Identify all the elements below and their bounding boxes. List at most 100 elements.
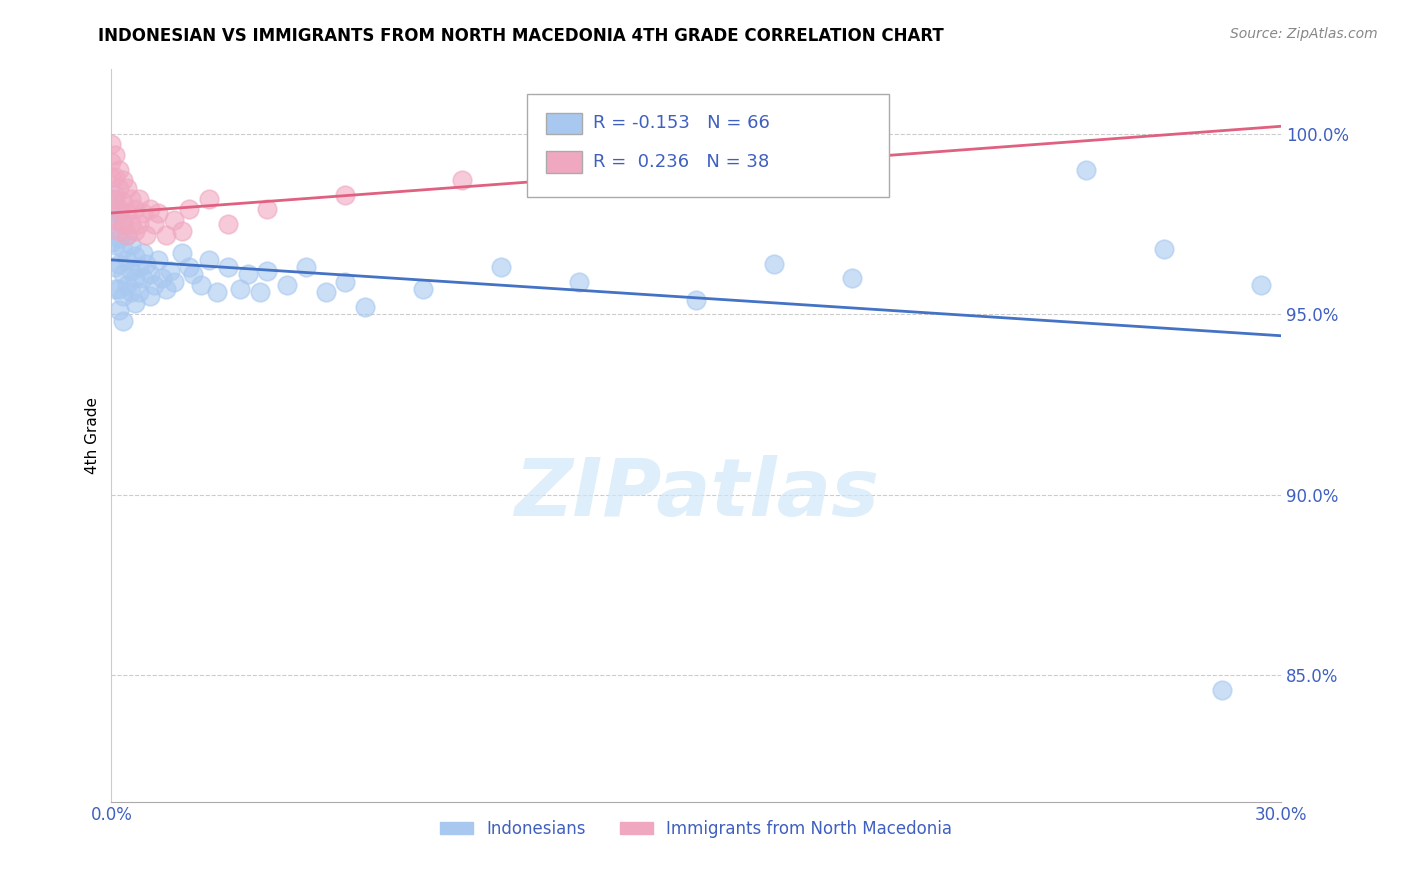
- Point: [685, 293, 707, 307]
- Point: [249, 285, 271, 300]
- Point: [131, 271, 153, 285]
- Point: [451, 173, 474, 187]
- Point: [108, 180, 131, 194]
- Point: [353, 300, 375, 314]
- Point: [115, 252, 138, 267]
- Point: [205, 285, 228, 300]
- Point: [104, 188, 127, 202]
- Text: R =  0.236   N = 38: R = 0.236 N = 38: [593, 153, 769, 171]
- Point: [128, 217, 150, 231]
- Point: [179, 260, 201, 274]
- Point: [104, 148, 127, 162]
- Point: [108, 162, 131, 177]
- Y-axis label: 4th Grade: 4th Grade: [86, 397, 100, 474]
- Point: [108, 206, 131, 220]
- Point: [1211, 682, 1233, 697]
- Point: [100, 192, 122, 206]
- Point: [217, 260, 239, 274]
- Point: [124, 296, 146, 310]
- Point: [128, 285, 150, 300]
- Point: [112, 217, 135, 231]
- Point: [115, 278, 138, 293]
- Bar: [547, 112, 582, 135]
- Point: [148, 206, 170, 220]
- Point: [112, 173, 135, 187]
- Point: [104, 192, 127, 206]
- Text: INDONESIAN VS IMMIGRANTS FROM NORTH MACEDONIA 4TH GRADE CORRELATION CHART: INDONESIAN VS IMMIGRANTS FROM NORTH MACE…: [98, 27, 945, 45]
- Point: [1250, 278, 1272, 293]
- Point: [104, 282, 127, 296]
- Point: [159, 264, 181, 278]
- FancyBboxPatch shape: [527, 95, 889, 197]
- Point: [763, 256, 786, 270]
- Point: [143, 217, 166, 231]
- Point: [120, 264, 142, 278]
- Point: [131, 245, 153, 260]
- Point: [104, 169, 127, 184]
- Point: [143, 278, 166, 293]
- Point: [112, 217, 135, 231]
- Point: [100, 137, 122, 152]
- Point: [135, 227, 157, 242]
- Point: [100, 217, 122, 231]
- Point: [1153, 242, 1175, 256]
- Point: [163, 213, 186, 227]
- Point: [108, 231, 131, 245]
- Text: ZIPatlas: ZIPatlas: [513, 455, 879, 533]
- Point: [491, 260, 513, 274]
- Point: [163, 275, 186, 289]
- Point: [120, 285, 142, 300]
- Point: [256, 264, 278, 278]
- Point: [155, 227, 177, 242]
- Point: [412, 282, 434, 296]
- Point: [131, 206, 153, 220]
- Point: [139, 202, 162, 217]
- Point: [170, 245, 193, 260]
- Point: [217, 217, 239, 231]
- Point: [108, 224, 131, 238]
- Point: [115, 227, 138, 242]
- Point: [120, 192, 142, 206]
- Point: [181, 268, 204, 282]
- Point: [100, 155, 122, 169]
- Point: [124, 224, 146, 238]
- Point: [112, 195, 135, 210]
- Point: [112, 268, 135, 282]
- Point: [124, 271, 146, 285]
- Point: [315, 285, 337, 300]
- Text: R = -0.153   N = 66: R = -0.153 N = 66: [593, 114, 770, 133]
- Point: [100, 169, 122, 184]
- Point: [104, 260, 127, 274]
- Point: [128, 260, 150, 274]
- Point: [108, 256, 131, 270]
- Point: [135, 256, 157, 270]
- Point: [100, 235, 122, 249]
- Bar: [547, 152, 582, 173]
- Point: [100, 199, 122, 213]
- Point: [229, 282, 252, 296]
- Point: [276, 278, 298, 293]
- Point: [198, 192, 221, 206]
- Point: [108, 303, 131, 318]
- Point: [108, 282, 131, 296]
- Point: [115, 180, 138, 194]
- Point: [112, 314, 135, 328]
- Point: [198, 252, 221, 267]
- Point: [170, 224, 193, 238]
- Point: [115, 206, 138, 220]
- Point: [120, 217, 142, 231]
- Point: [190, 278, 212, 293]
- Point: [150, 271, 173, 285]
- Point: [115, 227, 138, 242]
- Point: [155, 282, 177, 296]
- Point: [841, 271, 863, 285]
- Point: [112, 289, 135, 303]
- Point: [256, 202, 278, 217]
- Point: [295, 260, 318, 274]
- Point: [335, 275, 357, 289]
- Point: [112, 242, 135, 256]
- Point: [139, 268, 162, 282]
- Point: [108, 202, 131, 217]
- Point: [124, 202, 146, 217]
- Point: [104, 238, 127, 252]
